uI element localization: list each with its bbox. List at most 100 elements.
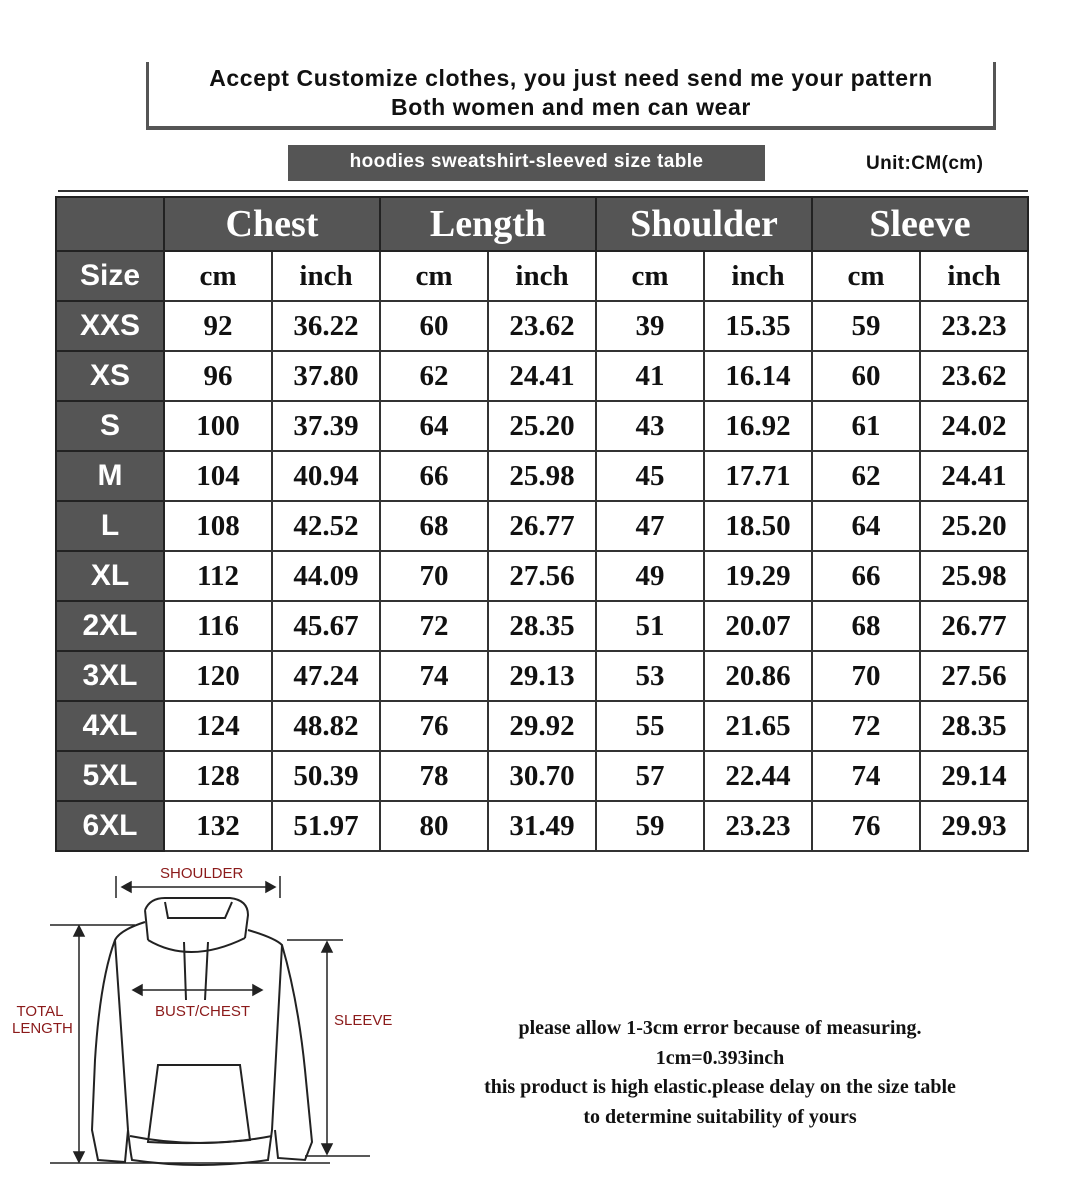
value-cell: 45 <box>595 450 705 502</box>
value-cell: 29.13 <box>487 650 597 702</box>
note-line: to determine suitability of yours <box>583 1105 857 1128</box>
table-row: 5XL 128 50.39 78 30.70 57 22.44 74 29.14 <box>55 750 1029 802</box>
value-cell: 29.14 <box>919 750 1029 802</box>
value-cell: 48.82 <box>271 700 381 752</box>
value-cell: 23.23 <box>919 300 1029 352</box>
value-cell: 51.97 <box>271 800 381 852</box>
value-cell: 47.24 <box>271 650 381 702</box>
value-cell: 59 <box>595 800 705 852</box>
value-cell: 26.77 <box>487 500 597 552</box>
value-cell: 16.92 <box>703 400 813 452</box>
value-cell: 51 <box>595 600 705 652</box>
chest-label: BUST/CHEST <box>155 1003 251 1020</box>
hoodie-illustration <box>50 876 370 1166</box>
group-header-row: Chest Length Shoulder Sleeve <box>55 196 1029 252</box>
value-cell: 66 <box>379 450 489 502</box>
value-cell: 43 <box>595 400 705 452</box>
value-cell: 22.44 <box>703 750 813 802</box>
value-cell: 70 <box>379 550 489 602</box>
value-cell: 74 <box>811 750 921 802</box>
value-cell: 74 <box>379 650 489 702</box>
value-cell: 108 <box>163 500 273 552</box>
value-cell: 26.77 <box>919 600 1029 652</box>
table-row: XL 112 44.09 70 27.56 49 19.29 66 25.98 <box>55 550 1029 602</box>
value-cell: 39 <box>595 300 705 352</box>
value-cell: 64 <box>811 500 921 552</box>
size-cell: 6XL <box>55 800 165 852</box>
value-cell: 31.49 <box>487 800 597 852</box>
corner-cell <box>55 196 165 252</box>
value-cell: 76 <box>379 700 489 752</box>
value-cell: 47 <box>595 500 705 552</box>
value-cell: 27.56 <box>487 550 597 602</box>
size-cell: 4XL <box>55 700 165 752</box>
value-cell: 20.86 <box>703 650 813 702</box>
value-cell: 28.35 <box>487 600 597 652</box>
size-cell: 2XL <box>55 600 165 652</box>
table-row: XS 96 37.80 62 24.41 41 16.14 60 23.62 <box>55 350 1029 402</box>
sleeve-label: SLEEVE <box>334 1012 393 1029</box>
value-cell: 23.62 <box>919 350 1029 402</box>
banner-line-1: Accept Customize clothes, you just need … <box>209 65 933 91</box>
value-cell: 21.65 <box>703 700 813 752</box>
value-cell: 64 <box>379 400 489 452</box>
divider <box>58 190 1028 192</box>
value-cell: 60 <box>811 350 921 402</box>
value-cell: 72 <box>379 600 489 652</box>
table-row: 2XL 116 45.67 72 28.35 51 20.07 68 26.77 <box>55 600 1029 652</box>
value-cell: 68 <box>379 500 489 552</box>
size-table: Chest Length Shoulder Sleeve Size cm inch… <box>55 196 1029 852</box>
value-cell: 25.98 <box>919 550 1029 602</box>
promo-banner: Accept Customize clothes, you just need … <box>146 62 996 130</box>
value-cell: 19.29 <box>703 550 813 602</box>
table-title: hoodies sweatshirt-sleeved size table <box>288 145 765 181</box>
unit-label: Unit:CM(cm) <box>866 153 984 174</box>
value-cell: 23.23 <box>703 800 813 852</box>
value-cell: 37.80 <box>271 350 381 402</box>
header-sleeve: Sleeve <box>811 196 1029 252</box>
value-cell: 29.92 <box>487 700 597 752</box>
value-cell: 128 <box>163 750 273 802</box>
value-cell: 29.93 <box>919 800 1029 852</box>
value-cell: 124 <box>163 700 273 752</box>
table-row: 3XL 120 47.24 74 29.13 53 20.86 70 27.56 <box>55 650 1029 702</box>
measurement-notes: please allow 1-3cm error because of meas… <box>410 1014 1030 1132</box>
value-cell: 40.94 <box>271 450 381 502</box>
value-cell: 24.02 <box>919 400 1029 452</box>
hoodie-outline <box>90 897 314 1166</box>
value-cell: 49 <box>595 550 705 602</box>
unit-cell: inch <box>919 250 1029 302</box>
value-cell: 37.39 <box>271 400 381 452</box>
size-cell: L <box>55 500 165 552</box>
value-cell: 53 <box>595 650 705 702</box>
value-cell: 16.14 <box>703 350 813 402</box>
value-cell: 25.98 <box>487 450 597 502</box>
value-cell: 61 <box>811 400 921 452</box>
table-row: XXS 92 36.22 60 23.62 39 15.35 59 23.23 <box>55 300 1029 352</box>
unit-cell: cm <box>595 250 705 302</box>
value-cell: 120 <box>163 650 273 702</box>
unit-cell: inch <box>487 250 597 302</box>
value-cell: 116 <box>163 600 273 652</box>
table-row: L 108 42.52 68 26.77 47 18.50 64 25.20 <box>55 500 1029 552</box>
value-cell: 20.07 <box>703 600 813 652</box>
total-length-label: TOTAL LENGTH <box>12 1003 73 1037</box>
value-cell: 92 <box>163 300 273 352</box>
total-length-label-line-2: LENGTH <box>12 1020 73 1037</box>
value-cell: 66 <box>811 550 921 602</box>
value-cell: 104 <box>163 450 273 502</box>
table-row: S 100 37.39 64 25.20 43 16.92 61 24.02 <box>55 400 1029 452</box>
value-cell: 42.52 <box>271 500 381 552</box>
value-cell: 100 <box>163 400 273 452</box>
value-cell: 24.41 <box>487 350 597 402</box>
unit-cell: inch <box>271 250 381 302</box>
value-cell: 25.20 <box>919 500 1029 552</box>
header-chest: Chest <box>163 196 381 252</box>
value-cell: 132 <box>163 800 273 852</box>
header-shoulder: Shoulder <box>595 196 813 252</box>
table-row: 6XL 132 51.97 80 31.49 59 23.23 76 29.93 <box>55 800 1029 852</box>
table-row: M 104 40.94 66 25.98 45 17.71 62 24.41 <box>55 450 1029 502</box>
table-row: 4XL 124 48.82 76 29.92 55 21.65 72 28.35 <box>55 700 1029 752</box>
size-cell: 5XL <box>55 750 165 802</box>
unit-cell: cm <box>379 250 489 302</box>
